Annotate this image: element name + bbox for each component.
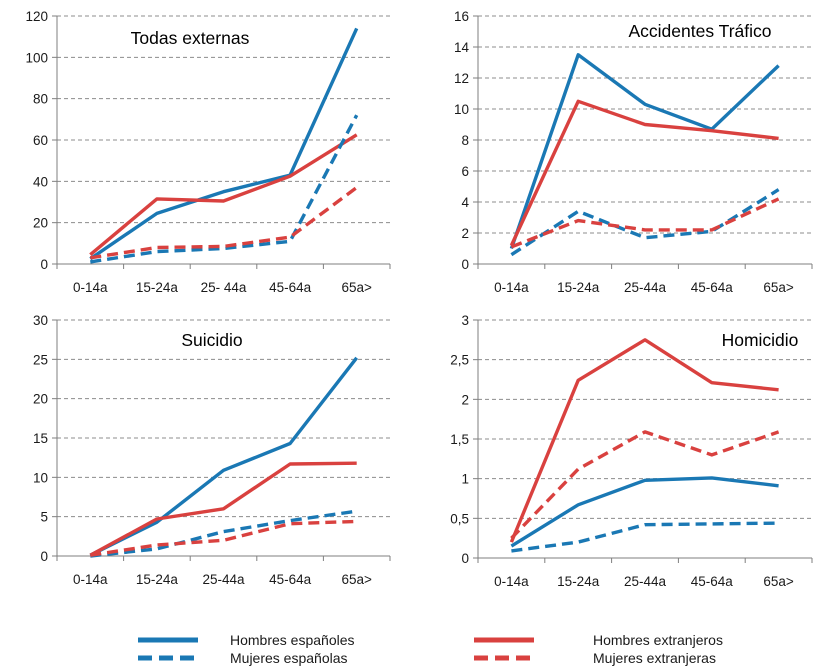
legend-label-hombres-espanoles: Hombres españoles (230, 632, 355, 648)
y-tick-label: 15 (33, 431, 48, 446)
x-tick-label: 65a> (763, 574, 794, 589)
panel-homicidio: 0 0,5 1 1,5 2 2,5 3 0-14a 15-24a 25-44a 45-64a 65a>… (450, 313, 813, 589)
y-tick-label: 1 (461, 472, 469, 487)
x-tick-label: 0-14a (73, 572, 108, 587)
x-tick-label: 0-14a (494, 280, 529, 295)
y-tick-label: 0 (40, 257, 48, 272)
panel-title: Accidentes Tráfico (629, 21, 772, 41)
x-tick-label: 65a> (341, 572, 372, 587)
y-tick-label: 0,5 (450, 511, 469, 526)
y-tick-label: 14 (454, 40, 470, 55)
y-tick-label: 40 (33, 174, 48, 189)
x-tick-label: 65a> (763, 280, 794, 295)
series-line-hombres-espanoles (89, 356, 359, 557)
y-tick-label: 2 (461, 226, 469, 241)
y-tick-label: 3 (461, 313, 469, 328)
series-line-hombres-extranjeros (89, 133, 358, 257)
x-tick-label: 65a> (341, 280, 372, 295)
panel-title: Homicidio (722, 330, 799, 350)
series-line-hombres-espanoles (510, 476, 779, 548)
x-tick-label: 15-24a (557, 574, 600, 589)
y-tick-label: 20 (33, 392, 48, 407)
y-tick-label: 60 (33, 133, 48, 148)
legend-label-mujeres-espanolas: Mujeres españolas (230, 650, 348, 666)
y-tick-label: 2 (461, 392, 469, 407)
y-tick-label: 2,5 (450, 353, 469, 368)
y-tick-label: 1,5 (450, 432, 469, 447)
x-tick-label: 25-44a (624, 280, 667, 295)
series-line-mujeres-espanolas (511, 521, 779, 553)
series-line-mujeres-espanolas (510, 188, 780, 257)
series-line-hombres-espanoles (509, 53, 780, 250)
y-tick-label: 30 (33, 313, 48, 328)
series-line-mujeres-extranjeras (90, 186, 358, 260)
y-tick-label: 10 (33, 470, 48, 485)
x-tick-label: 25-44a (202, 572, 245, 587)
x-tick-label: 45-64a (269, 280, 312, 295)
y-tick-label: 0 (461, 257, 469, 272)
y-tick-label: 80 (33, 92, 48, 107)
y-tick-label: 25 (33, 352, 48, 367)
y-tick-label: 6 (461, 164, 469, 179)
y-tick-label: 20 (33, 216, 48, 231)
panel-title: Suicidio (181, 330, 242, 350)
x-tick-label: 0-14a (494, 574, 529, 589)
x-tick-label: 15-24a (557, 280, 600, 295)
x-tick-label: 15-24a (136, 572, 179, 587)
series-line-hombres-espanoles (89, 27, 359, 261)
series-line-mujeres-espanolas (90, 509, 357, 558)
series-line-mujeres-extranjeras (510, 430, 780, 540)
y-tick-label: 4 (461, 195, 469, 210)
x-tick-label: 0-14a (73, 280, 108, 295)
legend-label-hombres-extranjeros: Hombres extranjeros (593, 632, 723, 648)
panel-accidentes-trafico: 0 2 4 6 8 10 12 14 16 0-14a 15-24a 25-44a 45-64a 65a>… (454, 9, 813, 295)
x-tick-label: 15-24a (136, 280, 179, 295)
panel-todas-externas: 0 20 40 60 80 100 120 0-14a 15-24a 25- 44a 45-64a 6… (25, 9, 391, 295)
x-tick-label: 45-64a (269, 572, 312, 587)
series-line-hombres-extranjeros (509, 99, 779, 247)
panel-title: Todas externas (131, 28, 250, 48)
x-tick-label: 45-64a (691, 280, 734, 295)
y-tick-label: 5 (40, 510, 48, 525)
series-line-hombres-extranjeros (509, 338, 779, 543)
series-line-mujeres-extranjeras (90, 519, 357, 557)
series-line-mujeres-extranjeras (510, 197, 780, 249)
y-tick-label: 12 (454, 71, 469, 86)
series-line-mujeres-espanolas (90, 114, 359, 264)
y-tick-label: 8 (461, 133, 469, 148)
y-tick-label: 10 (454, 102, 469, 117)
legend-label-mujeres-extranjeras: Mujeres extranjeras (593, 650, 716, 666)
x-tick-label: 25- 44a (201, 280, 247, 295)
x-tick-label: 25-44a (624, 574, 667, 589)
panel-suicidio: 0 5 10 15 20 25 30 0-14a 15-24a 25-44a 45-64a 65a> S… (33, 313, 391, 587)
y-tick-label: 100 (25, 50, 48, 65)
x-tick-label: 45-64a (691, 574, 734, 589)
y-tick-label: 0 (461, 551, 469, 566)
chart-legend: Hombres españoles Hombres extranjeros Mu… (138, 632, 723, 666)
series-line-hombres-extranjeros (89, 461, 357, 557)
y-tick-label: 120 (25, 9, 48, 24)
y-tick-label: 0 (40, 549, 48, 564)
y-tick-label: 16 (454, 9, 469, 24)
